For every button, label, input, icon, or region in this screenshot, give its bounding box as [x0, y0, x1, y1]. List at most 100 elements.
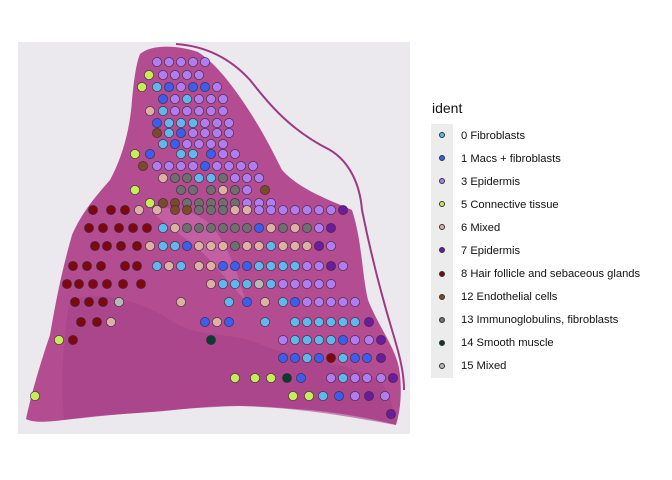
- legend-item: 13 Immunoglobulins, fibroblasts: [431, 308, 640, 332]
- spot: [164, 57, 174, 67]
- legend-swatch: [439, 155, 445, 162]
- spot: [326, 297, 336, 307]
- spot: [194, 94, 204, 104]
- spot: [182, 106, 192, 116]
- spot: [302, 279, 312, 289]
- spot: [158, 223, 168, 233]
- spot: [302, 353, 312, 363]
- spot: [266, 205, 276, 215]
- spot: [242, 261, 252, 271]
- spot: [376, 335, 386, 345]
- spot: [278, 335, 288, 345]
- spot: [326, 223, 336, 233]
- spot: [224, 118, 234, 128]
- spot: [145, 198, 155, 208]
- spot: [206, 205, 216, 215]
- spot: [314, 205, 324, 215]
- spot: [386, 409, 396, 419]
- legend-label: 1 Macs + fibroblasts: [461, 152, 561, 165]
- spot: [206, 279, 216, 289]
- spot: [278, 261, 288, 271]
- spot: [164, 161, 174, 171]
- legend-key: [431, 331, 453, 355]
- legend-swatch: [439, 132, 445, 138]
- legend-item: 6 Mixed: [431, 216, 640, 240]
- spot: [176, 297, 186, 307]
- spot: [350, 297, 360, 307]
- legend-item: 14 Smooth muscle: [431, 331, 640, 355]
- spot: [145, 106, 155, 116]
- spot: [242, 223, 252, 233]
- spot: [158, 173, 168, 183]
- legend-label: 13 Immunoglobulins, fibroblasts: [461, 314, 619, 327]
- spot: [212, 161, 222, 171]
- spot: [194, 173, 204, 183]
- spot: [350, 353, 360, 363]
- spot: [362, 353, 372, 363]
- spot: [266, 223, 276, 233]
- spot: [158, 94, 168, 104]
- spot: [164, 118, 174, 128]
- spot: [376, 353, 386, 363]
- legend-swatch: [439, 224, 445, 231]
- spot: [314, 335, 324, 345]
- legend-label: 6 Mixed: [461, 221, 501, 234]
- spot: [314, 223, 324, 233]
- spot: [326, 279, 336, 289]
- spot: [218, 261, 228, 271]
- spot: [230, 185, 240, 195]
- spot: [206, 173, 216, 183]
- spot: [302, 261, 312, 271]
- spot: [290, 297, 300, 307]
- spot: [218, 223, 228, 233]
- legend-swatch: [439, 316, 445, 323]
- spot: [152, 57, 162, 67]
- spot: [200, 57, 210, 67]
- spot: [158, 70, 168, 80]
- legend-label: 12 Endothelial cells: [461, 291, 558, 304]
- spot: [182, 205, 192, 215]
- spot: [314, 297, 324, 307]
- spot: [206, 94, 216, 104]
- legend-label: 3 Epidermis: [461, 175, 521, 188]
- spot: [254, 261, 264, 271]
- spot: [90, 241, 100, 251]
- spot: [176, 82, 186, 92]
- spot: [302, 297, 312, 307]
- spot: [76, 317, 86, 327]
- spot: [278, 241, 288, 251]
- spot: [362, 373, 372, 383]
- spot: [290, 353, 300, 363]
- spot: [152, 261, 162, 271]
- spot: [260, 185, 270, 195]
- spot: [152, 205, 162, 215]
- spot: [290, 335, 300, 345]
- spot: [158, 139, 168, 149]
- spot: [230, 223, 240, 233]
- spot: [364, 335, 374, 345]
- spot: [338, 205, 348, 215]
- spot: [145, 149, 155, 159]
- spot: [136, 279, 146, 289]
- spot: [380, 391, 390, 401]
- spot: [152, 82, 162, 92]
- spot: [92, 317, 102, 327]
- spot: [170, 94, 180, 104]
- spot: [194, 241, 204, 251]
- spot: [96, 261, 106, 271]
- spot: [152, 128, 162, 138]
- legend-swatch: [439, 270, 445, 277]
- spot: [278, 223, 288, 233]
- legend-item: 7 Epidermis: [431, 239, 640, 263]
- spot: [70, 297, 80, 307]
- spot: [218, 139, 228, 149]
- spot: [74, 279, 84, 289]
- spot: [88, 279, 98, 289]
- spot: [68, 335, 78, 345]
- spot: [176, 57, 186, 67]
- spot: [236, 161, 246, 171]
- spot: [164, 128, 174, 138]
- spot: [84, 297, 94, 307]
- spot: [194, 139, 204, 149]
